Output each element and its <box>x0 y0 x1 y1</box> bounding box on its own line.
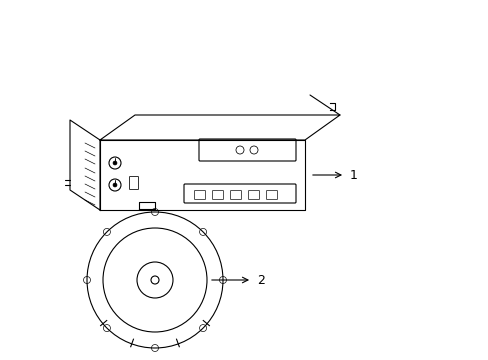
Text: 2: 2 <box>257 274 264 287</box>
Circle shape <box>113 161 117 165</box>
Circle shape <box>113 183 117 187</box>
Text: 1: 1 <box>349 168 357 181</box>
